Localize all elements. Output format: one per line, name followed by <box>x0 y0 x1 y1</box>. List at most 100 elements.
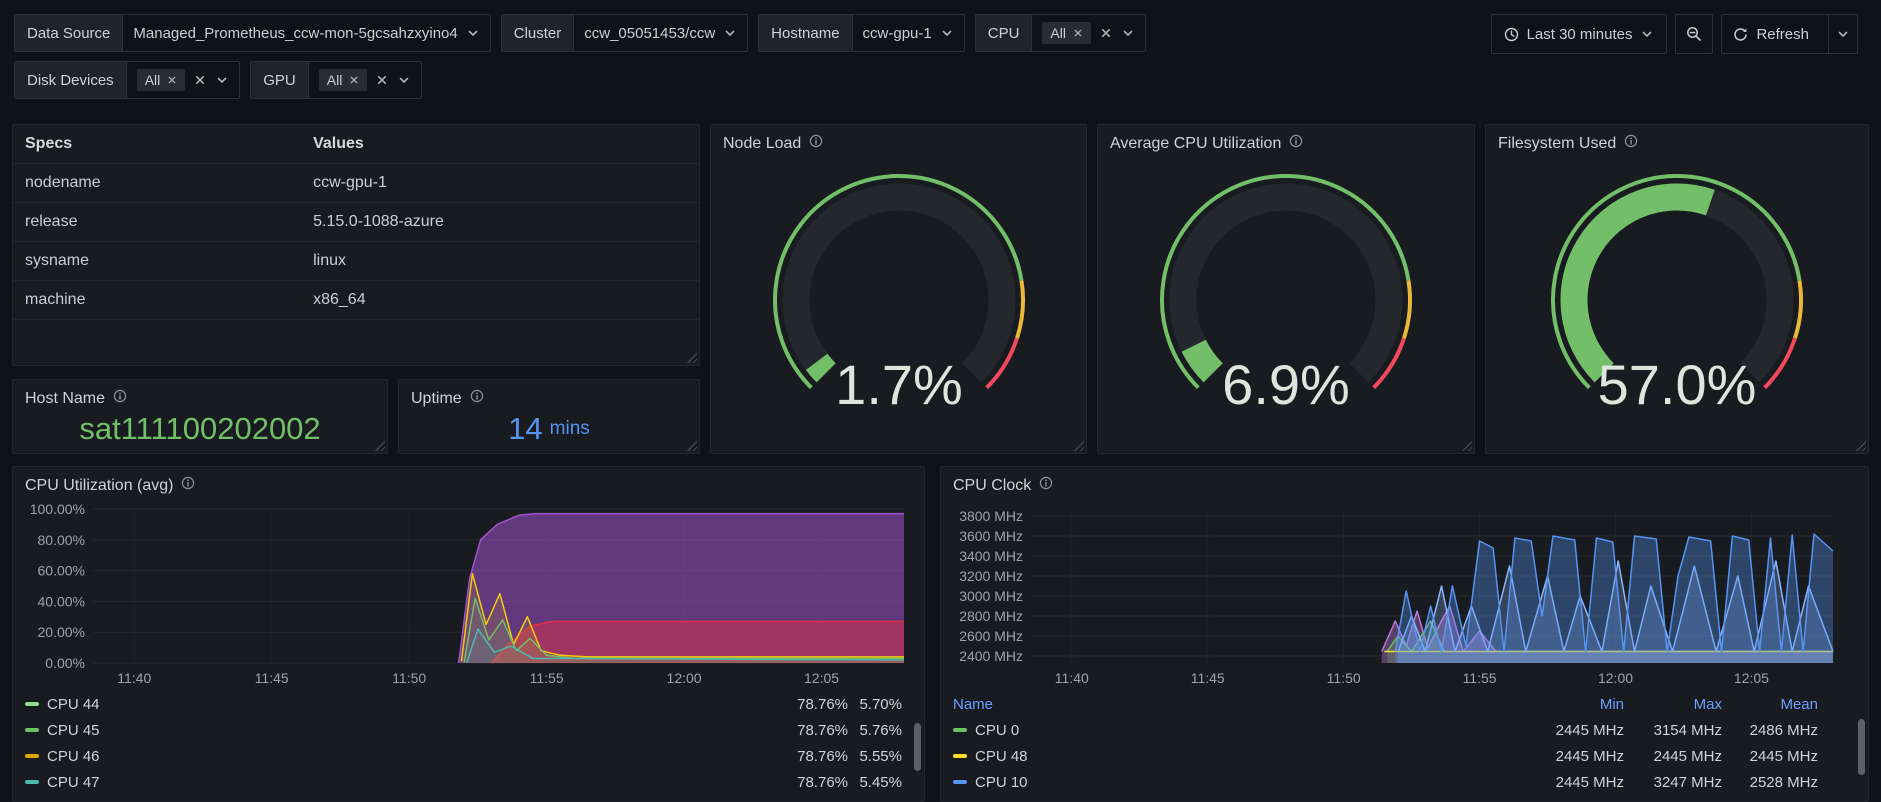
chevron-down-icon <box>942 30 952 37</box>
selected-value-pill[interactable]: All <box>318 69 368 91</box>
series-area-cpu-line-green <box>464 598 904 663</box>
info-icon <box>182 476 195 490</box>
close-icon[interactable] <box>1073 28 1083 38</box>
info-icon-slot[interactable] <box>181 476 195 495</box>
refresh-label: Refresh <box>1756 25 1809 43</box>
spec-value: x86_64 <box>301 280 699 320</box>
cpu-utilization-chart[interactable]: 0.00% 20.00% 40.00% 60.00% 80.00% 100.00% 11:4… <box>15 499 920 691</box>
toolbar-right: Last 30 minutes Refresh <box>1490 14 1858 54</box>
close-icon[interactable] <box>349 75 359 85</box>
x-axis-tick-label: 11:45 <box>1191 670 1225 686</box>
legend-scrollbar[interactable] <box>1858 719 1865 775</box>
variable-cluster: Cluster ccw_05051453/ccw <box>500 14 749 52</box>
legend-col-header-mean[interactable]: Mean <box>1780 695 1818 713</box>
legend-name-header[interactable]: Name <box>953 695 994 713</box>
info-icon-slot[interactable] <box>1039 476 1053 495</box>
variable-dropdown[interactable]: All <box>126 61 241 99</box>
legend-series-name[interactable]: CPU 47 <box>47 773 100 791</box>
info-icon-slot[interactable] <box>809 134 823 153</box>
series-line-clock-area-lightblue <box>1397 560 1834 653</box>
selected-value: ccw-gpu-1 <box>862 24 932 42</box>
panel-title: Host Name <box>25 389 106 407</box>
close-icon[interactable] <box>1100 27 1112 39</box>
legend-value: 5.45% <box>859 773 902 791</box>
selected-value-pill[interactable]: All <box>1042 22 1091 44</box>
selected-value: Managed_Prometheus_ccw-mon-5gcsahzxyino4 <box>133 24 458 42</box>
legend-value: 2445 MHz <box>1555 747 1624 765</box>
panel-resize-handle[interactable] <box>375 441 385 451</box>
chevron-down-icon <box>1123 30 1133 37</box>
x-axis-tick-label: 11:55 <box>1463 670 1497 686</box>
series-area-cpu-area-red <box>491 621 904 663</box>
legend-value: 2445 MHz <box>1749 747 1818 765</box>
y-axis-tick-label: 3800 MHz <box>959 508 1023 524</box>
legend-row: CPU 47 78.76% 5.45% <box>13 769 902 795</box>
legend-series-name[interactable]: CPU 0 <box>975 721 1020 739</box>
specs-column-header: Specs <box>13 125 302 164</box>
panel-title: Uptime <box>411 389 462 407</box>
panel-resize-handle[interactable] <box>687 353 697 363</box>
cpu-clock-chart[interactable]: 2400 MHz 2600 MHz 2800 MHz 3000 MHz 3200 MHz… <box>943 499 1863 691</box>
spec-key: machine <box>13 280 302 320</box>
legend-series-name[interactable]: CPU 45 <box>47 721 100 739</box>
close-icon[interactable] <box>376 74 388 86</box>
close-icon[interactable] <box>194 74 206 86</box>
chevron-down-icon <box>725 30 735 37</box>
refresh-button[interactable]: Refresh <box>1722 15 1820 53</box>
variable-label: GPU <box>250 61 309 99</box>
legend-col-header-max[interactable]: Max <box>1693 695 1722 713</box>
variable-dropdown[interactable]: ccw_05051453/ccw <box>574 14 749 52</box>
x-axis-tick-label: 12:00 <box>1598 670 1633 686</box>
cpu-utilization-panel: CPU Utilization (avg) 0.00% 20.00% 40.00% 6… <box>12 466 925 802</box>
variable-dropdown[interactable]: All <box>1032 14 1146 52</box>
legend-series-name[interactable]: CPU 10 <box>975 773 1028 791</box>
y-axis-tick-label: 80.00% <box>38 532 85 548</box>
legend-series-name[interactable]: CPU 46 <box>47 747 100 765</box>
legend-value: 2445 MHz <box>1653 747 1722 765</box>
panel-resize-handle[interactable] <box>1856 441 1866 451</box>
series-color-icon <box>953 754 967 758</box>
specs-header-row: Specs Values <box>13 125 699 164</box>
refresh-icon <box>1734 27 1748 41</box>
clear-all-icon[interactable] <box>376 74 388 86</box>
variable-disk-devices: Disk Devices All <box>14 61 241 99</box>
clear-all-icon[interactable] <box>1100 27 1112 39</box>
filesystem-used-panel: Filesystem Used 57.0% <box>1485 124 1869 454</box>
refresh-interval-dropdown[interactable] <box>1828 15 1857 53</box>
time-range-picker[interactable]: Last 30 minutes <box>1490 14 1668 54</box>
variable-label: Disk Devices <box>14 61 127 99</box>
variable-cpu: CPU All <box>974 14 1146 52</box>
y-axis-tick-label: 20.00% <box>38 624 85 640</box>
selected-value-pill[interactable]: All <box>136 69 186 91</box>
legend-series-name[interactable]: CPU 44 <box>47 695 100 713</box>
node-load-gauge: 1.7% <box>772 174 1025 416</box>
series-color-icon <box>25 780 39 784</box>
uptime-value: 14 mins <box>399 404 699 453</box>
panel-resize-handle[interactable] <box>1074 441 1084 451</box>
x-axis-tick-label: 12:05 <box>804 670 839 686</box>
spec-value: ccw-gpu-1 <box>301 163 699 203</box>
panel-resize-handle[interactable] <box>687 441 697 451</box>
legend-value: 78.76% <box>797 721 848 739</box>
legend-value: 5.70% <box>859 695 902 713</box>
panel-resize-handle[interactable] <box>1462 441 1472 451</box>
info-icon-slot[interactable] <box>1624 134 1638 153</box>
legend-value: 2445 MHz <box>1555 721 1624 739</box>
zoom-out-button[interactable] <box>1675 14 1714 54</box>
variable-dropdown[interactable]: Managed_Prometheus_ccw-mon-5gcsahzxyino4 <box>123 14 491 52</box>
pill-label: All <box>1050 25 1066 41</box>
legend-scrollbar[interactable] <box>914 723 921 771</box>
spec-key: sysname <box>13 241 302 281</box>
clear-all-icon[interactable] <box>194 74 206 86</box>
refresh-control: Refresh <box>1721 14 1858 54</box>
info-icon-slot[interactable] <box>1289 134 1303 153</box>
info-icon-slot[interactable] <box>470 389 484 408</box>
info-icon-slot[interactable] <box>113 389 127 408</box>
y-axis-tick-label: 3600 MHz <box>959 528 1023 544</box>
info-icon <box>1040 476 1053 490</box>
variable-dropdown[interactable]: All <box>308 61 423 99</box>
legend-col-header-min[interactable]: Min <box>1599 695 1624 713</box>
variable-dropdown[interactable]: ccw-gpu-1 <box>852 14 965 52</box>
close-icon[interactable] <box>167 75 177 85</box>
legend-series-name[interactable]: CPU 48 <box>975 747 1028 765</box>
